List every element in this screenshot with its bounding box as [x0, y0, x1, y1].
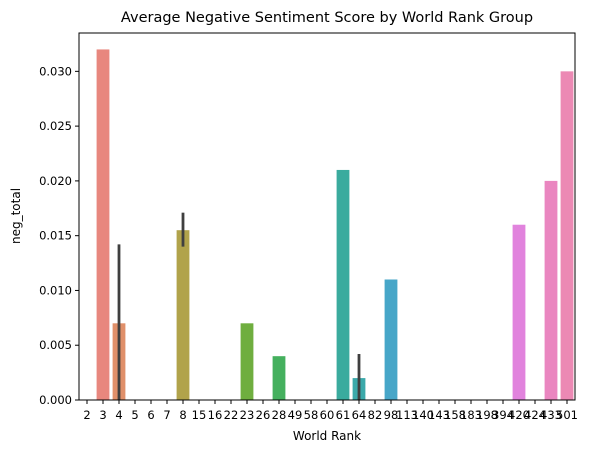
bar-433 [544, 180, 558, 400]
y-tick-label: 0.005 [39, 338, 72, 352]
x-tick-label-82: 82 [368, 408, 383, 422]
x-tick-label-26: 26 [256, 408, 271, 422]
x-tick-label-8: 8 [179, 408, 186, 422]
bar-8 [176, 230, 190, 400]
bar-3 [96, 49, 110, 401]
x-tick-label-98: 98 [384, 408, 399, 422]
x-tick-label-2: 2 [83, 408, 90, 422]
x-tick-label-58: 58 [304, 408, 319, 422]
plot-frame [78, 32, 576, 401]
x-tick-label-183: 183 [460, 408, 482, 422]
x-tick-label-7: 7 [163, 408, 170, 422]
error-bars-group [117, 212, 361, 400]
x-tick-label-4: 4 [115, 408, 122, 422]
bar-501 [560, 71, 574, 400]
x-tick-label-22: 22 [224, 408, 239, 422]
x-tick-label-433: 433 [540, 408, 562, 422]
x-tick-label-6: 6 [147, 408, 154, 422]
x-tick-label-420: 420 [508, 408, 530, 422]
bar-61 [336, 169, 350, 400]
x-tick-label-64: 64 [352, 408, 367, 422]
x-axis-label: World Rank [293, 429, 361, 443]
x-tick-label-23: 23 [240, 408, 255, 422]
x-tick-label-3: 3 [99, 408, 106, 422]
x-tick-label-49: 49 [288, 408, 303, 422]
x-axis: 2 3 4 5 6 7 8 15 16 22 23 26 28 49 58 60 61 64 82 981131401… [83, 400, 578, 422]
x-tick-label-143: 143 [428, 408, 450, 422]
chart-title: Average Negative Sentiment Score by Worl… [121, 10, 533, 26]
y-tick-label: 0.025 [39, 119, 72, 133]
x-tick-label-15: 15 [192, 408, 207, 422]
y-tick-label: 0.015 [39, 229, 72, 243]
x-tick-label-61: 61 [336, 408, 351, 422]
x-tick-label-501: 501 [556, 408, 578, 422]
x-tick-label-113: 113 [396, 408, 418, 422]
y-tick-label: 0.010 [39, 283, 72, 297]
x-tick-label-394: 394 [492, 408, 514, 422]
bar-420 [512, 224, 526, 400]
bar-98 [384, 279, 398, 400]
bar-28 [272, 356, 286, 400]
bars-group [96, 49, 574, 401]
y-tick-label: 0.030 [39, 64, 72, 78]
x-tick-label-28: 28 [272, 408, 287, 422]
x-tick-label-16: 16 [208, 408, 223, 422]
bar-23 [240, 323, 254, 400]
x-tick-label-198: 198 [476, 408, 498, 422]
y-axis: 0.000 0.005 0.010 0.015 0.020 0.025 0.030 [39, 64, 79, 407]
y-tick-label: 0.020 [39, 174, 72, 188]
y-tick-label: 0.000 [39, 393, 72, 407]
x-tick-label-140: 140 [412, 408, 434, 422]
x-tick-label-158: 158 [444, 408, 466, 422]
x-tick-label-5: 5 [131, 408, 138, 422]
x-tick-label-60: 60 [320, 408, 335, 422]
y-axis-label: neg_total [9, 188, 23, 244]
x-tick-label-424: 424 [524, 408, 546, 422]
